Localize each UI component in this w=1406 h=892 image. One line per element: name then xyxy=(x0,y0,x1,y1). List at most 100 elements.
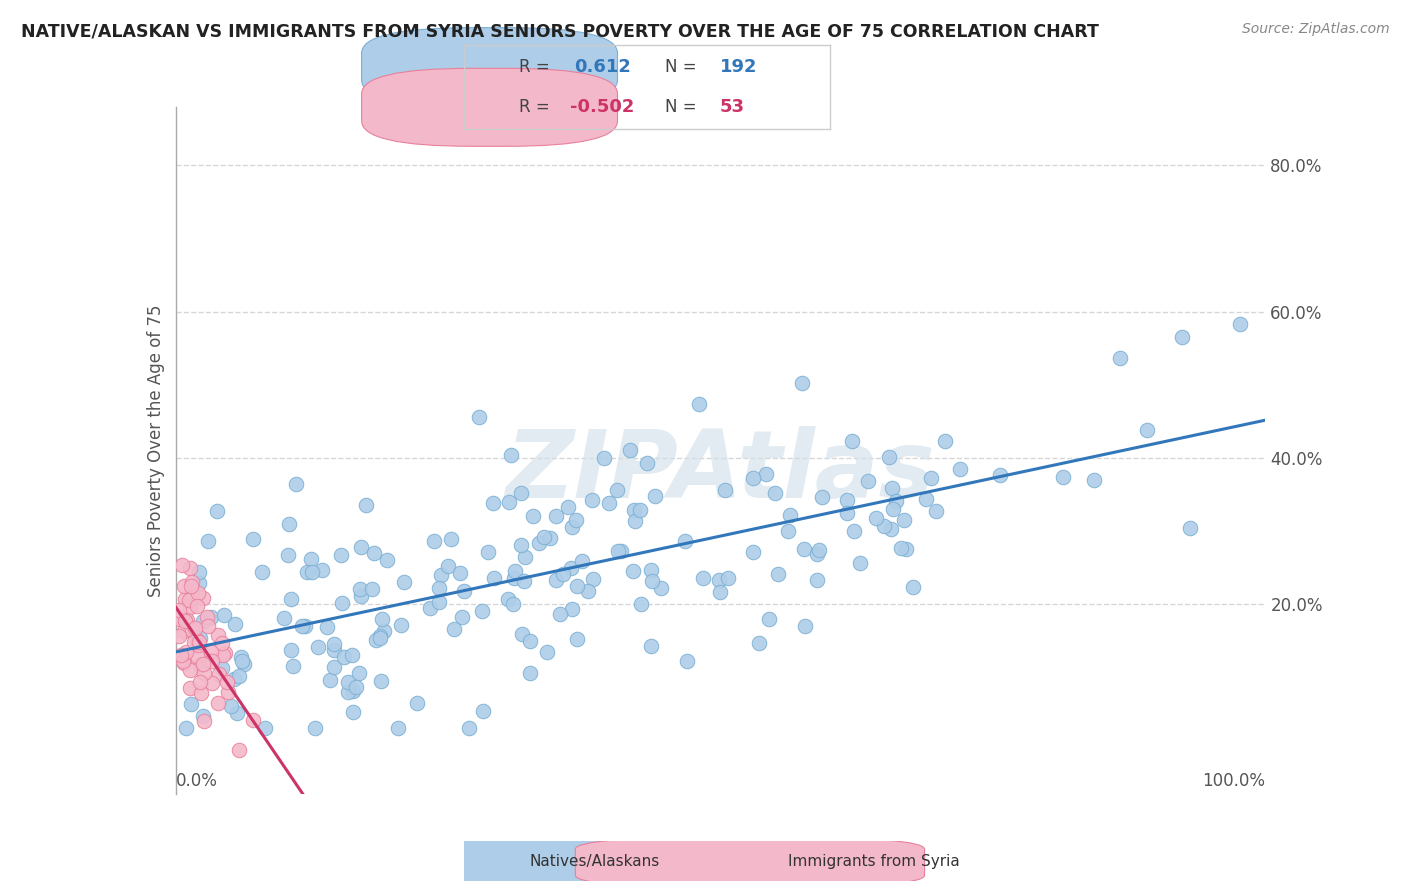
Point xyxy=(505,564,527,578)
Point xyxy=(347,665,370,680)
Point xyxy=(533,530,555,544)
Point xyxy=(806,573,828,587)
Point xyxy=(200,645,222,659)
Point xyxy=(565,513,588,527)
Point xyxy=(502,597,524,611)
Point xyxy=(172,558,194,573)
Point xyxy=(920,471,942,485)
Point xyxy=(914,492,936,507)
Point xyxy=(763,486,786,500)
Point xyxy=(755,467,778,482)
Point xyxy=(477,545,499,559)
Point xyxy=(619,443,641,458)
Point xyxy=(174,614,197,628)
Text: R =: R = xyxy=(519,58,550,76)
Point xyxy=(640,563,662,577)
Point xyxy=(443,623,465,637)
Point xyxy=(856,474,879,488)
Point xyxy=(515,550,537,565)
Point xyxy=(169,612,191,626)
Point xyxy=(560,560,582,574)
Point xyxy=(193,666,215,681)
Point xyxy=(1229,318,1251,332)
Point xyxy=(546,574,568,588)
Point xyxy=(610,544,633,558)
Point xyxy=(481,496,503,510)
Point xyxy=(319,673,342,688)
Point xyxy=(173,592,195,607)
Point xyxy=(277,549,299,563)
Point xyxy=(179,681,201,695)
Point xyxy=(323,659,346,673)
Point xyxy=(231,654,253,668)
Point xyxy=(187,638,209,652)
Point xyxy=(375,553,398,567)
Point xyxy=(187,565,209,579)
Text: Natives/Alaskans: Natives/Alaskans xyxy=(530,854,659,869)
Text: Source: ZipAtlas.com: Source: ZipAtlas.com xyxy=(1241,22,1389,37)
Point xyxy=(186,649,208,664)
Point xyxy=(598,496,620,510)
Point xyxy=(200,676,222,690)
Point xyxy=(180,697,202,711)
Point xyxy=(187,586,209,600)
Point xyxy=(1178,521,1201,535)
Point xyxy=(519,666,541,681)
Point xyxy=(349,582,371,596)
Point xyxy=(548,607,571,621)
Point xyxy=(766,567,789,582)
Text: -0.502: -0.502 xyxy=(569,98,634,116)
Point xyxy=(990,468,1012,483)
Point xyxy=(284,476,307,491)
Point xyxy=(501,448,523,462)
Point xyxy=(190,675,212,690)
Point xyxy=(429,595,451,609)
Point xyxy=(641,574,664,588)
Point xyxy=(217,684,239,698)
Point xyxy=(363,546,385,560)
FancyBboxPatch shape xyxy=(575,837,925,888)
Point xyxy=(387,721,409,735)
Point xyxy=(650,581,672,595)
Point xyxy=(281,658,304,673)
Point xyxy=(842,524,865,539)
Point xyxy=(449,566,471,580)
Point xyxy=(1052,469,1074,483)
Point xyxy=(748,636,770,650)
Point xyxy=(849,556,872,570)
FancyBboxPatch shape xyxy=(361,69,617,146)
Point xyxy=(451,610,474,624)
Point xyxy=(342,705,364,719)
Text: NATIVE/ALASKAN VS IMMIGRANTS FROM SYRIA SENIORS POVERTY OVER THE AGE OF 75 CORRE: NATIVE/ALASKAN VS IMMIGRANTS FROM SYRIA … xyxy=(21,22,1099,40)
Text: 53: 53 xyxy=(720,98,745,116)
Point xyxy=(471,604,494,618)
Point xyxy=(565,632,588,647)
Point xyxy=(173,624,195,639)
Point xyxy=(676,654,699,668)
Point xyxy=(188,575,211,590)
Point xyxy=(551,566,574,581)
Point xyxy=(329,548,352,562)
Point xyxy=(811,490,834,504)
Point xyxy=(758,612,780,626)
Point xyxy=(188,631,211,645)
Point xyxy=(179,600,201,615)
Point xyxy=(304,721,326,735)
Point xyxy=(865,511,887,525)
Point xyxy=(884,493,907,508)
Point xyxy=(688,397,710,411)
Point xyxy=(323,643,346,657)
Point xyxy=(794,619,817,633)
Point xyxy=(512,627,534,641)
Point xyxy=(873,518,896,533)
Point xyxy=(389,618,412,632)
Point xyxy=(180,579,202,593)
Point xyxy=(186,599,208,614)
Point xyxy=(200,609,222,624)
Point xyxy=(522,509,544,524)
Point xyxy=(340,648,363,662)
Point xyxy=(186,633,208,648)
Point xyxy=(430,567,453,582)
Text: 0.0%: 0.0% xyxy=(176,772,218,790)
Point xyxy=(307,640,329,654)
